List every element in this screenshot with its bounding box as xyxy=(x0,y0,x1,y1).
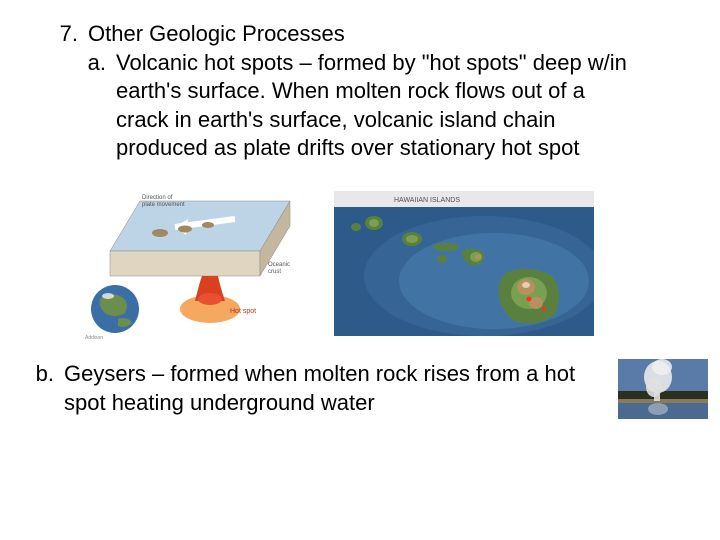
svg-text:crust: crust xyxy=(268,269,281,275)
outline-item-a: a. Volcanic hot spots – formed by "hot s… xyxy=(78,49,680,163)
svg-text:plate movement: plate movement xyxy=(142,202,185,208)
figures-row: Hot spot Direction of plate movement Oce… xyxy=(80,191,720,341)
svg-text:HAWAIIAN ISLANDS: HAWAIIAN ISLANDS xyxy=(394,197,460,204)
svg-text:Oceanic: Oceanic xyxy=(268,262,290,268)
item-text: Geysers – formed when molten rock rises … xyxy=(64,360,584,417)
item-text: Volcanic hot spots – formed by "hot spot… xyxy=(116,49,636,163)
svg-text:Addison: Addison xyxy=(85,335,103,341)
outline-item-b: b. Geysers – formed when molten rock ris… xyxy=(30,360,608,417)
hotspot-diagram: Hot spot Direction of plate movement Oce… xyxy=(80,191,310,341)
hawaii-map: HAWAIIAN ISLANDS xyxy=(334,191,594,336)
svg-text:Hot spot: Hot spot xyxy=(230,308,256,315)
slide-content: 7. Other Geologic Processes a. Volcanic … xyxy=(0,0,720,173)
geyser-photo xyxy=(618,359,708,419)
item-number: 7. xyxy=(50,20,78,49)
bottom-row: b. Geysers – formed when molten rock ris… xyxy=(0,359,720,419)
svg-text:Direction of: Direction of xyxy=(142,195,173,201)
item-number: a. xyxy=(78,49,106,163)
item-title: Other Geologic Processes xyxy=(88,20,345,49)
outline-item-7: 7. Other Geologic Processes xyxy=(50,20,680,49)
item-number: b. xyxy=(30,360,54,417)
